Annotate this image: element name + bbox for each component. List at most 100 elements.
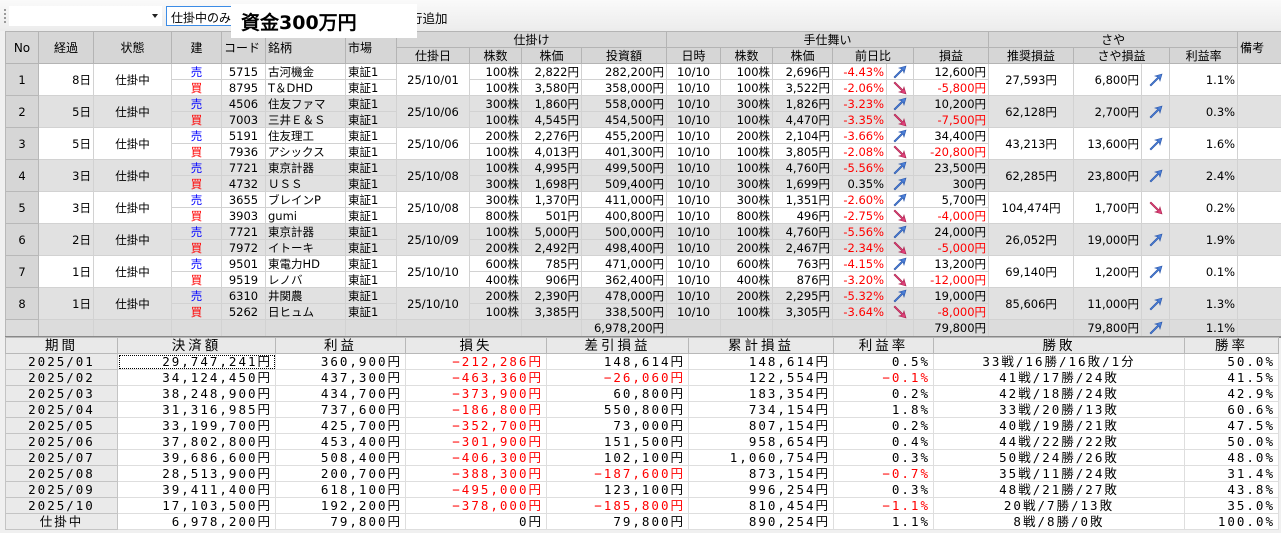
summary-row[interactable]: 2025/08 28,513,900円 200,700円 −388,300円 −187,…: [5, 465, 1279, 482]
summary-row[interactable]: 2025/04 31,316,985円 737,600円 −186,800円 550,8…: [5, 401, 1279, 418]
summary-header[interactable]: 利益: [275, 337, 406, 354]
summary-header[interactable]: 勝率: [1184, 337, 1279, 354]
position-row[interactable]: 1 8日 仕掛中売 5715 古河機金 東証1 25/10/01 100株 2,822円 282,…: [5, 63, 1281, 96]
summary-header[interactable]: 決済額: [117, 337, 276, 354]
header-status[interactable]: 状態: [93, 31, 172, 64]
summary-row[interactable]: 仕掛中 6,978,200円 79,800円 0円 79,800円 890,254円 1.1…: [5, 513, 1279, 530]
period-cell: 2025/07: [5, 449, 118, 466]
header-recommended[interactable]: 推奨損益: [988, 47, 1075, 64]
elapsed-cell: 5日: [38, 95, 94, 128]
settled-cell[interactable]: 6,978,200円: [117, 513, 276, 530]
summary-row[interactable]: 2025/09 39,411,400円 618,100円 −495,000円 123,1…: [5, 481, 1279, 498]
header-note[interactable]: 備考: [1237, 31, 1281, 64]
note-cell[interactable]: [1237, 223, 1281, 256]
header-spread-pl[interactable]: さや損益: [1073, 47, 1171, 64]
summary-header[interactable]: 期間: [5, 337, 118, 354]
position-row[interactable]: 8 1日 仕掛中売 6310 井関農 東証1 25/10/10 200株 2,390円 478,0…: [5, 287, 1281, 320]
summary-header[interactable]: 利益率: [833, 337, 934, 354]
add-row-button[interactable]: 行追加: [410, 11, 448, 26]
header-rate[interactable]: 利益率: [1169, 47, 1239, 64]
summary-header[interactable]: 勝敗: [933, 337, 1185, 354]
settled-cell[interactable]: 37,802,800円: [117, 433, 276, 450]
header-change[interactable]: 前日比: [832, 47, 915, 64]
summary-row[interactable]: 2025/03 38,248,900円 434,700円 −373,900円 60,80…: [5, 385, 1279, 402]
exit-date-cell: 10/10: [666, 303, 722, 320]
row-number[interactable]: 5: [5, 191, 39, 224]
summary-row[interactable]: 2025/06 37,802,800円 453,400円 −301,900円 151,5…: [5, 433, 1279, 450]
change-arrow-cell: [886, 191, 915, 208]
header-elapsed[interactable]: 経過: [38, 31, 94, 64]
note-cell[interactable]: [1237, 191, 1281, 224]
summary-header[interactable]: 累計損益: [688, 337, 834, 354]
net-cell: −185,800円: [546, 497, 689, 514]
position-row[interactable]: 買 7003 三井Ｅ＆Ｓ 東証1 100株 4,545円 454,500円 10/10 100株…: [6, 111, 1281, 128]
header-no[interactable]: No: [5, 31, 39, 64]
header-exit-shares[interactable]: 株数: [720, 47, 774, 64]
amount-cell: 509,400円: [580, 175, 668, 192]
settled-cell[interactable]: 33,199,700円: [117, 417, 276, 434]
position-row[interactable]: 3 5日 仕掛中売 5191 住友理工 東証1 25/10/06 200株 2,276円 455,…: [5, 127, 1281, 160]
header-pl[interactable]: 損益: [913, 47, 990, 64]
position-row[interactable]: 買 9519 レノバ 東証1 400株 906円 362,400円 10/10 400株 876円…: [6, 271, 1281, 288]
rate-cell: 1.6%: [1169, 127, 1239, 160]
row-number[interactable]: 2: [5, 95, 39, 128]
amount-cell: 499,500円: [580, 159, 668, 176]
header-price[interactable]: 株価: [521, 47, 582, 64]
settled-cell[interactable]: 28,513,900円: [117, 465, 276, 482]
exit-price-cell: 2,696円: [772, 63, 834, 80]
row-number[interactable]: 6: [5, 223, 39, 256]
summary-row[interactable]: 2025/02 34,124,450円 437,300円 −463,360円 −26,0…: [5, 369, 1279, 386]
settled-cell[interactable]: 38,248,900円: [117, 385, 276, 402]
summary-header[interactable]: 差引損益: [546, 337, 689, 354]
position-row[interactable]: 2 5日 仕掛中売 4506 住友ファマ 東証1 25/10/06 300株 1,860円 558…: [5, 95, 1281, 128]
note-cell[interactable]: [1237, 255, 1281, 288]
row-number[interactable]: 1: [5, 63, 39, 96]
settled-cell[interactable]: 17,103,500円: [117, 497, 276, 514]
toolbar-grip[interactable]: [4, 9, 7, 23]
header-exit-date[interactable]: 日時: [666, 47, 722, 64]
summary-header[interactable]: 損失: [405, 337, 547, 354]
settled-cell[interactable]: 39,686,600円: [117, 449, 276, 466]
loss-cell: −406,300円: [405, 449, 547, 466]
position-row[interactable]: 6 2日 仕掛中売 7721 東京計器 東証1 25/10/09 100株 5,000円 500,…: [5, 223, 1281, 256]
settled-cell[interactable]: 31,316,985円: [117, 401, 276, 418]
position-row[interactable]: 買 5262 日ヒュム 東証1 100株 3,385円 338,500円 10/10 100株 3…: [6, 303, 1281, 320]
position-row[interactable]: 4 3日 仕掛中売 7721 東京計器 東証1 25/10/08 100株 4,995円 499,…: [5, 159, 1281, 192]
loss-cell: −495,000円: [405, 481, 547, 498]
selector-combobox[interactable]: [9, 6, 162, 26]
header-exit-price[interactable]: 株価: [772, 47, 834, 64]
settled-cell[interactable]: 34,124,450円: [117, 369, 276, 386]
name-cell: アシックス: [265, 143, 346, 160]
position-row[interactable]: 5 3日 仕掛中売 3655 ブレインP 東証1 25/10/08 300株 1,370円 411…: [5, 191, 1281, 224]
note-cell[interactable]: [1237, 287, 1281, 320]
note-cell[interactable]: [1237, 159, 1281, 192]
summary-row[interactable]: 2025/05 33,199,700円 425,700円 −352,700円 73,00…: [5, 417, 1279, 434]
position-row[interactable]: 買 7972 イトーキ 東証1 200株 2,492円 498,400円 10/10 200株 2…: [6, 239, 1281, 256]
summary-row[interactable]: 2025/10 17,103,500円 192,200円 −378,000円 −185,…: [5, 497, 1279, 514]
note-cell[interactable]: [1237, 63, 1281, 96]
summary-row[interactable]: 2025/07 39,686,600円 508,400円 −406,300円 102,1…: [5, 449, 1279, 466]
summary-row[interactable]: 2025/01 29,747,241円 360,900円 −212,286円 148,6…: [5, 353, 1279, 370]
row-number[interactable]: 3: [5, 127, 39, 160]
exit-shares-cell: 200株: [720, 287, 774, 304]
header-entry-date[interactable]: 仕掛日: [396, 47, 470, 64]
exit-price-cell: 3,805円: [772, 143, 834, 160]
header-shares[interactable]: 株数: [469, 47, 522, 64]
note-cell[interactable]: [1237, 127, 1281, 160]
settled-cell[interactable]: 39,411,400円: [117, 481, 276, 498]
empty-cell: [521, 319, 582, 338]
row-number[interactable]: 8: [5, 287, 39, 320]
arrow-up-right-icon: [1149, 233, 1162, 247]
header-side[interactable]: 建: [171, 31, 222, 64]
exit-price-cell: 1,351円: [772, 191, 834, 208]
position-row[interactable]: 7 1日 仕掛中売 9501 東電力HD 東証1 25/10/10 600株 785円 471,0…: [5, 255, 1281, 288]
row-number[interactable]: 4: [5, 159, 39, 192]
row-number[interactable]: 7: [5, 255, 39, 288]
chevron-down-icon[interactable]: [152, 14, 158, 18]
settled-cell[interactable]: 29,747,241円: [117, 353, 276, 370]
note-cell[interactable]: [1237, 95, 1281, 128]
totals-row: 6,978,200円 79,800円 79,800円 1.1%: [5, 319, 1281, 338]
position-row[interactable]: 買 8795 T＆DHD 東証1 100株 3,580円 358,000円 10/10 100株…: [6, 79, 1281, 96]
header-amount[interactable]: 投資額: [580, 47, 668, 64]
price-cell: 2,492円: [521, 239, 582, 256]
